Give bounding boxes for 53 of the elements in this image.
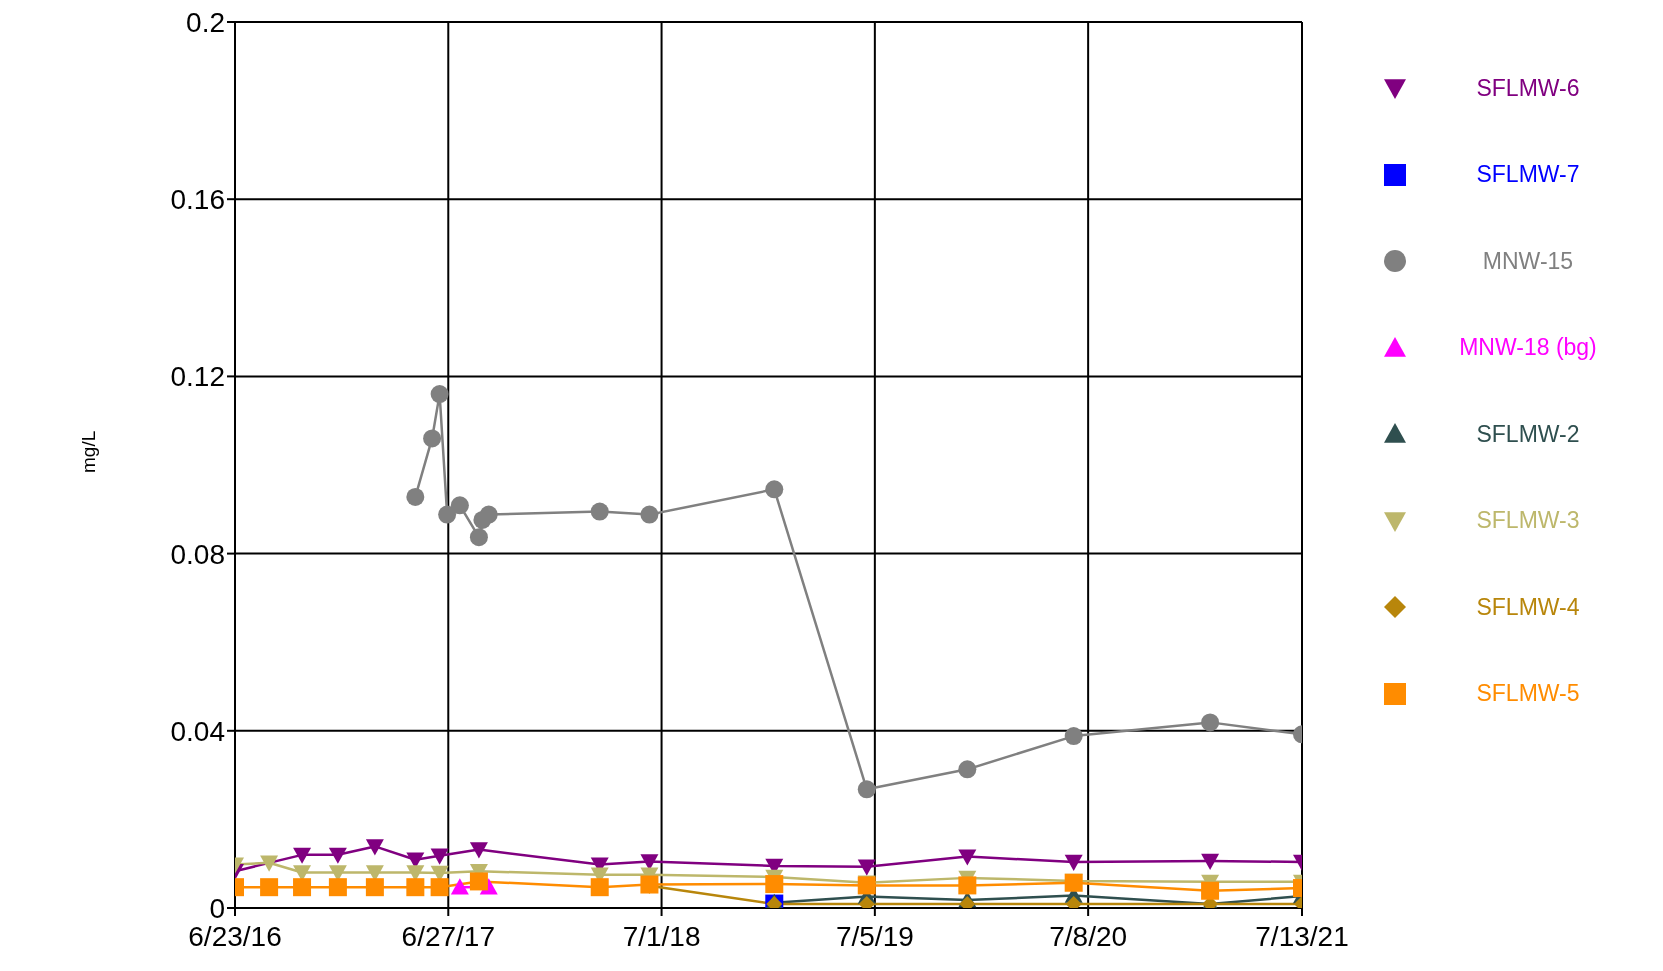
point (328, 847, 347, 864)
point (430, 385, 449, 404)
y-tick-label: 0.08 (170, 538, 225, 570)
point (640, 505, 659, 524)
point (958, 849, 977, 866)
point (430, 878, 449, 897)
point (857, 859, 876, 876)
text: SFLMW-5 (1475, 680, 1581, 708)
point (1201, 853, 1220, 871)
text: MNW-15 (1481, 247, 1575, 275)
text: SFLMW-6 (1475, 74, 1581, 102)
y-tick-label: 0.16 (170, 184, 225, 216)
point (450, 496, 469, 515)
point (328, 878, 347, 897)
point (958, 760, 977, 779)
point (260, 878, 279, 897)
legend-label: MNW-18 (bg) (1458, 334, 1598, 362)
point (438, 505, 457, 524)
point (958, 876, 977, 895)
y-axis-title: mg/L (78, 430, 100, 473)
point (765, 875, 784, 894)
text: SFLMW-3 (1475, 507, 1581, 535)
text: SFLMW-2 (1475, 420, 1581, 448)
x-tick-label: 7/13/21 (1255, 920, 1349, 952)
text: SFLMW-7 (1475, 161, 1581, 189)
point (365, 839, 384, 856)
point (365, 878, 384, 897)
point (1064, 854, 1083, 871)
x-tick-label: 7/5/19 (835, 920, 914, 952)
point (857, 780, 876, 799)
point (260, 855, 279, 872)
x-tick-label: 6/27/17 (401, 920, 495, 952)
point (293, 878, 312, 897)
y-tick-label: 0.04 (170, 715, 225, 747)
point (765, 480, 784, 499)
point (469, 528, 488, 547)
point (293, 847, 312, 864)
text: SFLMW-4 (1475, 593, 1581, 621)
point (430, 848, 449, 865)
point (406, 487, 425, 506)
point (469, 842, 488, 859)
point (423, 429, 442, 448)
point (479, 505, 498, 524)
x-tick-label: 7/1/18 (622, 920, 701, 952)
point (1201, 881, 1220, 900)
point (590, 878, 609, 897)
point (406, 878, 425, 897)
y-tick-label: 0.2 (186, 6, 225, 38)
point (1201, 713, 1220, 732)
x-tick-label: 7/8/20 (1049, 920, 1128, 952)
y-tick-label: 0.12 (170, 361, 225, 393)
point (590, 502, 609, 521)
point (1064, 727, 1083, 746)
